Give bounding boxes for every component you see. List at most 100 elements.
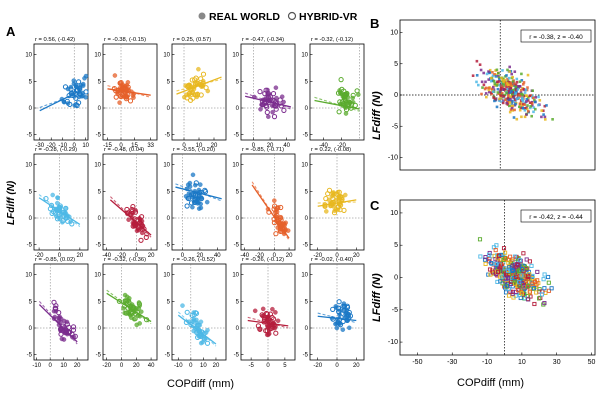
real-world-point	[60, 220, 65, 225]
pooled-real-world-point	[515, 90, 518, 94]
pooled-hybrid-vr-point	[489, 261, 494, 266]
pooled-hybrid-vr-point	[515, 262, 520, 267]
real-world-point	[337, 195, 342, 201]
real-world-point	[281, 99, 286, 105]
panel-a-r2c3: 10 5 0 -5 -5 0 5 r = -0.26, (-0.12)	[232, 257, 296, 369]
hybrid-vr-point	[64, 98, 70, 105]
pooled-hybrid-vr-point	[528, 294, 533, 299]
pooled-real-world-point	[543, 115, 547, 119]
y-tick-label: -5	[96, 353, 102, 359]
real-world-fit-line	[314, 99, 360, 110]
correlation-annotation: r = -0.38, z = -0.40	[529, 34, 583, 41]
pooled-hybrid-vr-point	[546, 280, 551, 285]
x-tick-label: 0	[182, 143, 186, 149]
y-tick-label: -5	[165, 353, 171, 359]
real-world-point	[260, 306, 266, 312]
pooled-real-world-point	[495, 68, 499, 72]
panel-a-r1c2: 10 5 0 -5 0 20 40 r = -0.55, (-0.20)	[163, 147, 227, 259]
hybrid-vr-point	[132, 316, 138, 322]
y-tick-label: 10	[94, 53, 101, 59]
pooled-hybrid-vr-point	[510, 291, 515, 296]
pooled-real-world-point	[500, 85, 503, 88]
pooled-real-world-point	[523, 107, 527, 110]
hybrid-vr-point	[113, 94, 119, 100]
hybrid-vr-fit-line	[175, 183, 222, 202]
hybrid-vr-point	[277, 97, 283, 103]
pooled-real-world-point	[532, 106, 536, 109]
panel-a-r2c1: 10 5 0 -5-20 0 20 40 r = -0.32, (-0.36)	[94, 257, 158, 369]
pooled-real-world-point	[514, 98, 517, 102]
pooled-hybrid-vr-point	[488, 272, 493, 277]
x-tick-label: 0	[335, 253, 339, 259]
x-tick-label: -15	[103, 143, 112, 149]
real-world-point	[130, 210, 136, 216]
real-world-point	[270, 109, 275, 115]
panel-a-r1c0: 10 5 0 -5-20 0 20 r = -0.28, (-0.29)	[25, 147, 89, 259]
panel-a-r0c4: 10 5 0 -5 -40 -20 r = -0.32, (-0.12)	[301, 37, 365, 149]
y-tick-label: 5	[236, 299, 240, 305]
pooled-real-world-point	[512, 88, 515, 92]
y-tick-label: 10	[390, 30, 398, 37]
pooled-real-world-point	[493, 82, 497, 85]
real-world-point	[326, 197, 332, 203]
pooled-real-world-point	[529, 106, 532, 110]
pooled-hybrid-vr-point	[498, 279, 503, 284]
y-tick-label: 10	[301, 163, 308, 169]
pooled-real-world-point	[531, 104, 534, 107]
pooled-hybrid-vr-point	[500, 274, 505, 279]
y-tick-label: 0	[167, 106, 171, 112]
hybrid-vr-point	[130, 204, 136, 210]
pooled-real-world-point	[508, 65, 511, 69]
pooled-real-world-point	[511, 109, 515, 112]
pooled-real-world-point	[528, 101, 532, 104]
pooled-real-world-point	[521, 99, 525, 103]
real-world-point	[341, 301, 347, 306]
correlation-annotation: r = -0.28, (-0.29)	[35, 147, 77, 153]
real-world-point	[55, 200, 60, 206]
hybrid-vr-point	[70, 324, 77, 330]
real-world-point	[343, 192, 348, 198]
real-world-fit-line	[106, 292, 152, 323]
x-tick-label: 40	[214, 253, 221, 259]
pooled-hybrid-vr-point	[534, 290, 539, 295]
hybrid-vr-fit-line	[39, 92, 81, 108]
pooled-real-world-point	[492, 88, 496, 91]
pooled-real-world-point	[499, 94, 503, 97]
panel-a-r2c0: 10 5 0 -5 -10 0 10 20 r = -0.85, (0.02)	[25, 257, 89, 369]
panel-c-y-label: LFdiff (N)	[371, 273, 383, 322]
y-tick-label: -10	[388, 339, 398, 346]
hybrid-vr-point	[51, 209, 57, 215]
hybrid-vr-point	[264, 109, 270, 116]
panel-label-a: A	[6, 24, 16, 39]
legend-real-label: REAL WORLD	[209, 11, 280, 23]
pooled-real-world-point	[491, 88, 494, 92]
x-tick-label: 0	[58, 253, 62, 259]
correlation-annotation: r = -0.48, (0.04)	[104, 147, 144, 153]
pooled-real-world-point	[522, 87, 526, 91]
pooled-hybrid-vr-point	[527, 289, 532, 294]
pooled-real-world-point	[502, 84, 505, 87]
pooled-real-world-point	[525, 100, 528, 103]
pooled-real-world-point	[492, 96, 495, 99]
x-tick-label: -10	[32, 363, 41, 369]
pooled-hybrid-vr-point	[537, 296, 542, 301]
pooled-real-world-point	[530, 102, 534, 105]
x-tick-label: 20	[74, 363, 81, 369]
x-tick-label: 0	[119, 143, 123, 149]
real-world-point	[180, 303, 185, 308]
pooled-real-world-point	[526, 104, 529, 107]
real-world-point	[347, 325, 352, 331]
pooled-real-world-point	[489, 76, 493, 80]
real-world-point	[337, 90, 343, 96]
hybrid-vr-point	[190, 95, 196, 101]
real-world-fit-line	[109, 199, 152, 236]
y-tick-label: 0	[167, 326, 171, 332]
y-tick-label: 10	[232, 273, 239, 279]
hybrid-vr-point	[330, 306, 336, 312]
pooled-hybrid-vr-point	[520, 263, 525, 268]
pooled-real-world-point	[534, 100, 537, 104]
hybrid-vr-point	[352, 102, 358, 109]
pooled-real-world-point	[520, 72, 523, 76]
pooled-real-world-point	[516, 88, 520, 91]
pooled-real-world-point	[522, 83, 525, 86]
